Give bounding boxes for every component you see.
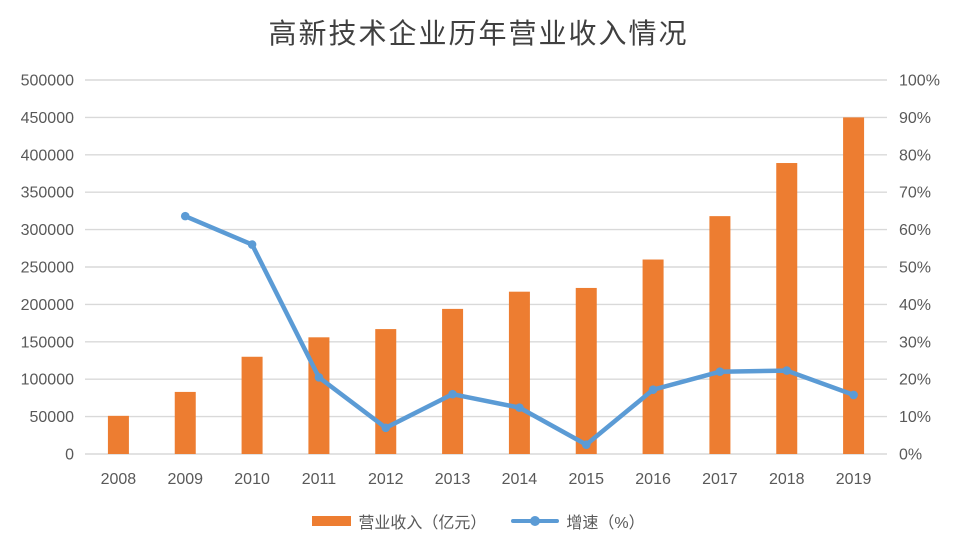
revenue-bar-2009 [174,391,196,454]
right-axis-tick-label: 10% [899,409,931,426]
x-axis-tick-label: 2018 [769,471,805,488]
growth-line-marker [448,389,457,399]
left-axis-tick-label: 300000 [21,222,74,239]
legend-growth-line-swatch [511,516,560,527]
revenue-bar-2013 [442,308,464,454]
left-axis-tick-label: 100000 [21,372,74,389]
left-axis-tick-label: 150000 [21,334,74,351]
revenue-bar-2017 [709,216,731,454]
left-axis-tick-label: 450000 [21,110,74,127]
x-axis-tick-label: 2015 [568,471,604,488]
right-axis-tick-label: 80% [899,147,931,164]
revenue-bar-2011 [308,337,330,454]
x-axis-tick-label: 2009 [167,471,203,488]
legend-revenue-bar-swatch [312,516,352,526]
left-axis-tick-label: 0 [65,447,74,464]
legend-revenue-label: 营业收入（亿元） [358,515,487,532]
right-axis-tick-label: 100% [899,73,940,90]
revenue-bar-2015 [575,287,597,454]
revenue-bar-2008 [107,415,129,454]
left-axis-tick-label: 50000 [30,409,75,426]
chart-title: 高新技术企业历年营业收入情况 [268,17,689,50]
growth-line-marker [782,366,792,375]
right-axis-tick-label: 90% [899,110,931,127]
right-axis-tick-label: 70% [899,185,931,202]
left-axis-tick-label: 350000 [21,185,74,202]
x-axis-tick-label: 2012 [368,471,404,488]
x-axis-tick-label: 2011 [302,471,337,488]
right-axis-tick-label: 30% [899,334,931,351]
left-axis-tick-label: 200000 [21,297,74,314]
x-axis-tick-label: 2016 [635,471,671,488]
revenue-bar-2014 [508,291,530,454]
chart-legend: 营业收入（亿元） 增速（%） [0,508,957,534]
line-marker-dot-icon [530,516,541,526]
revenue-bar-2016 [642,259,664,454]
growth-line-marker [715,367,725,377]
right-axis-tick-label: 50% [899,260,931,277]
left-axis-tick-label: 250000 [21,260,74,277]
x-axis-tick-label: 2013 [435,471,471,488]
x-axis-tick-label: 2017 [702,471,738,488]
growth-line-marker [247,240,257,249]
right-axis-tick-label: 40% [899,297,931,314]
x-axis-tick-label: 2010 [234,471,270,488]
left-axis-tick-label: 400000 [21,147,74,164]
x-axis-tick-label: 2014 [502,471,538,488]
x-axis-tick-label: 2019 [836,471,872,488]
growth-line-marker [648,385,658,394]
revenue-bar-2018 [776,163,798,454]
growth-line-marker [581,440,591,449]
revenue-bar-2019 [843,117,865,455]
revenue-bar-2012 [375,329,397,454]
growth-line-marker [180,211,190,221]
growth-line-marker [381,423,391,433]
x-axis-tick-label: 2008 [101,471,137,488]
growth-line-marker [515,403,524,412]
left-axis-tick-label: 500000 [21,73,74,90]
growth-line-marker [314,373,324,382]
right-axis-tick-label: 60% [899,222,931,239]
revenue-bar-2010 [241,356,263,454]
legend-growth-label: 增速（%） [566,515,645,532]
growth-line-marker [849,390,858,400]
right-axis-tick-label: 20% [899,372,931,389]
right-axis-tick-label: 0% [899,447,922,464]
